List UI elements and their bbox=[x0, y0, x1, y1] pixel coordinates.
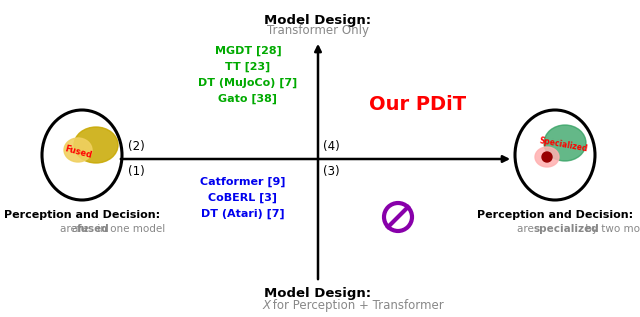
Text: (2): (2) bbox=[128, 140, 145, 153]
Text: Perception and Decision:: Perception and Decision: bbox=[477, 210, 633, 220]
Text: MGDT [28]: MGDT [28] bbox=[214, 46, 282, 56]
Text: X: X bbox=[263, 299, 271, 312]
Text: DT (Atari) [7]: DT (Atari) [7] bbox=[201, 209, 285, 219]
Text: Perception and Decision:: Perception and Decision: bbox=[4, 210, 160, 220]
Text: are: are bbox=[517, 224, 537, 234]
Text: fused: fused bbox=[77, 224, 109, 234]
Text: Model Design:: Model Design: bbox=[264, 287, 372, 300]
Text: for Perception + Transformer: for Perception + Transformer bbox=[269, 299, 444, 312]
Text: DT (MuJoCo) [7]: DT (MuJoCo) [7] bbox=[198, 78, 298, 88]
Text: specialized: specialized bbox=[534, 224, 600, 234]
Text: (4): (4) bbox=[323, 140, 340, 153]
Text: Model Design:: Model Design: bbox=[264, 14, 372, 27]
Text: Catformer [9]: Catformer [9] bbox=[200, 177, 285, 187]
Text: TT [23]: TT [23] bbox=[225, 62, 271, 72]
Ellipse shape bbox=[544, 125, 586, 161]
Text: Specialized: Specialized bbox=[538, 136, 588, 154]
Text: CoBERL [3]: CoBERL [3] bbox=[209, 193, 278, 203]
Ellipse shape bbox=[535, 147, 559, 167]
Text: Fused: Fused bbox=[63, 144, 93, 160]
Text: by two models: by two models bbox=[582, 224, 640, 234]
Circle shape bbox=[542, 152, 552, 162]
Text: (3): (3) bbox=[323, 165, 340, 178]
Text: Transformer Only: Transformer Only bbox=[267, 24, 369, 37]
Ellipse shape bbox=[64, 138, 92, 162]
Text: Our PDiT: Our PDiT bbox=[369, 94, 467, 113]
Text: are: are bbox=[60, 224, 80, 234]
Text: (1): (1) bbox=[128, 165, 145, 178]
Text: Gato [38]: Gato [38] bbox=[218, 94, 278, 104]
Text: are: are bbox=[72, 224, 92, 234]
Text: in one model: in one model bbox=[94, 224, 165, 234]
Ellipse shape bbox=[74, 127, 118, 163]
